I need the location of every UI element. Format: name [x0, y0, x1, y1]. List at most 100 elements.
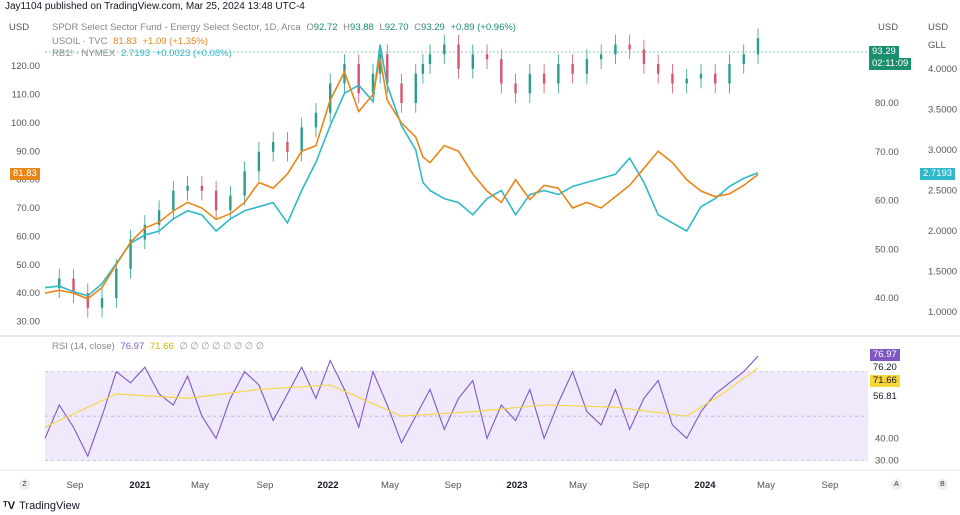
rsi-ma-box: 71.66 [870, 375, 900, 387]
mid-axis-currency: USD [878, 22, 899, 33]
legend-rb1-change: +0.0023 (+0.08%) [155, 48, 232, 59]
legend-main[interactable]: SPDR Select Sector Fund - Energy Select … [52, 22, 516, 33]
time-axis-tick: 2021 [129, 480, 151, 491]
xle-candle [428, 54, 432, 64]
settings-button[interactable]: B [937, 479, 948, 490]
legend-usoil-title: USOIL · TVC [52, 36, 108, 47]
xle-candle [129, 239, 132, 269]
xle-candle [471, 54, 474, 69]
xle-candle [115, 268, 118, 298]
xle-candle [457, 44, 460, 69]
left-axis-tick: 60.00 [16, 231, 40, 242]
xle-candle [714, 73, 717, 84]
legend-rsi-value: 76.97 [120, 341, 145, 352]
legend-usoil-change: +1.09 (+1.35%) [142, 36, 209, 47]
xle-candle [329, 83, 332, 113]
zoom-button[interactable]: Z [19, 479, 30, 490]
time-axis-tick: Sep [257, 480, 274, 491]
xle-candle [157, 210, 161, 225]
xle-candle [58, 278, 61, 289]
legend-rb1[interactable]: RB1! · NYMEX 2.7193 +0.0023 (+0.08%) [52, 48, 235, 59]
right-axis-tick: 4.0000 [928, 64, 957, 75]
rsi-axis-tick: 40.00 [875, 433, 899, 444]
rsi-upper-label: 76.20 [873, 362, 897, 373]
legend-rb1-value: 2.7193 [121, 48, 151, 59]
mid-axis-tick: 80.00 [875, 98, 899, 109]
xle-candle [571, 64, 574, 74]
xle-candle [378, 54, 382, 74]
legend-open: 92.72 [313, 22, 338, 33]
legend-usoil[interactable]: USOIL · TVC 81.83 +1.09 (+1.35%) [52, 36, 211, 47]
time-axis-tick: 2024 [694, 480, 716, 491]
legend-rsi-title: RSI (14, close) [52, 341, 115, 352]
right-axis-tick: 3.5000 [928, 105, 957, 116]
mid-axis-tick: 50.00 [875, 244, 899, 255]
left-axis-currency: USD [9, 22, 30, 33]
right-axis-tick: 1.0000 [928, 307, 957, 318]
time-axis-tick: Sep [445, 480, 462, 491]
time-axis-tick: May [191, 480, 209, 491]
usoil-price-box: 81.83 [10, 168, 40, 180]
time-axis-tick: 2023 [506, 480, 527, 491]
left-axis-tick: 30.00 [16, 316, 40, 327]
legend-rb1-title: RB1! · NYMEX [52, 48, 116, 59]
xle-candle [421, 64, 425, 74]
xle-candle [728, 64, 731, 84]
time-axis-tick: May [569, 480, 587, 491]
xle-candle [671, 73, 674, 84]
legend-rsi[interactable]: RSI (14, close) 76.97 71.66 ∅ ∅ ∅ ∅ ∅ ∅ … [52, 341, 267, 352]
xle-countdown-box: 02:11:09 [869, 58, 912, 70]
legend-rsi-ma: 71.66 [149, 341, 174, 352]
left-axis-tick: 90.00 [16, 146, 40, 157]
usoil-line [44, 57, 759, 300]
xle-candle [414, 73, 417, 103]
right-axis-currency: USD [928, 22, 949, 33]
left-axis-tick: 100.00 [11, 118, 40, 129]
footer-brand: TradingView [19, 500, 80, 512]
xle-candle [514, 83, 517, 94]
xle-candle [500, 59, 503, 84]
xle-candle [257, 151, 261, 172]
publisher-header: Jay1104 published on TradingView.com, Ma… [5, 1, 305, 12]
xle-candle [229, 195, 232, 211]
right-axis-symbol: GLL [928, 40, 946, 51]
time-axis-tick: Sep [822, 480, 839, 491]
legend-main-title: SPDR Select Sector Fund - Energy Select … [52, 22, 301, 33]
xle-candle [200, 185, 204, 191]
xle-price-box: 93.29 [869, 46, 899, 58]
xle-candle [314, 112, 318, 128]
legend-high: 93.88 [350, 22, 374, 33]
time-axis-tick: Sep [67, 480, 84, 491]
xle-candle [557, 64, 560, 84]
left-axis-tick: 80.00 [16, 175, 40, 186]
xle-candle [172, 190, 175, 211]
rb1-line [44, 44, 759, 297]
xle-candle [756, 38, 760, 55]
left-axis-tick: 110.00 [12, 90, 40, 101]
left-axis-tick: 40.00 [16, 288, 40, 299]
rsi-axis-tick: 30.00 [875, 456, 899, 467]
legend-close: 93.29 [421, 22, 445, 33]
xle-candle [485, 54, 489, 60]
tradingview-logo-icon: ᵀV [3, 500, 16, 512]
left-axis-tick: 50.00 [16, 260, 40, 271]
rsi-value-box: 76.97 [870, 349, 900, 361]
left-axis-tick: 120.00 [11, 61, 40, 72]
xle-candle [599, 54, 603, 60]
rsi-ma-line [44, 367, 759, 428]
xle-candle [642, 49, 646, 64]
xle-candle [528, 73, 532, 94]
legend-low: 92.70 [384, 22, 409, 33]
legend-change: +0.89 (+0.96%) [450, 22, 516, 33]
xle-candle [72, 278, 75, 294]
time-axis-tick: Sep [633, 480, 650, 491]
xle-candle [656, 64, 660, 74]
xle-candle [585, 59, 589, 74]
xle-candle [286, 142, 289, 152]
rb1-price-box: 2.7193 [920, 168, 956, 180]
xle-candle [742, 54, 745, 64]
auto-scale-button[interactable]: A [891, 479, 902, 490]
left-axis-tick: 70.00 [16, 203, 40, 214]
xle-candle [542, 73, 546, 84]
